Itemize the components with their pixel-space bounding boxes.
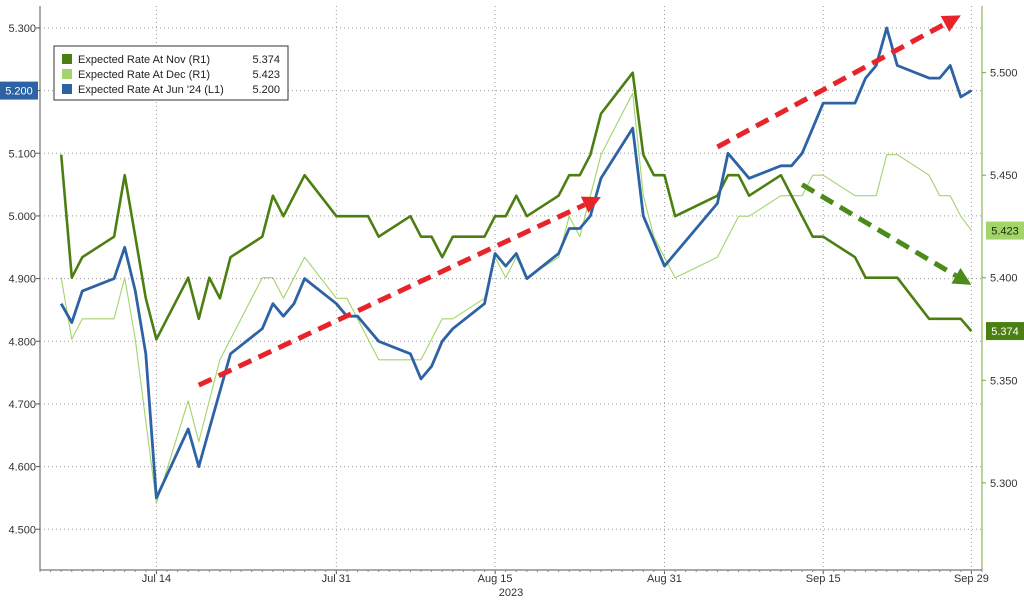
legend: Expected Rate At Nov (R1) 5.374 Expected R… bbox=[53, 45, 289, 101]
left-tick-label: 4.700 bbox=[8, 399, 36, 411]
trend-arrow-sep-down-shaft bbox=[800, 182, 958, 278]
left-tick-label: 5.300 bbox=[8, 23, 36, 35]
x-axis: Jul 14 Jul 31 Aug 15 Aug 31 Sep 15 Sep 29 2023 bbox=[39, 570, 989, 599]
left-tick-label: 4.900 bbox=[8, 274, 36, 286]
legend-label-2: Expected Rate At Jun '24 (L1) bbox=[78, 84, 224, 96]
left-tick-label: 5.100 bbox=[8, 148, 36, 160]
right-tick-label: 5.500 bbox=[990, 68, 1018, 80]
right-tick-label: 5.350 bbox=[990, 375, 1018, 387]
left-tick-label: 5.000 bbox=[8, 211, 36, 223]
badge-0 bbox=[986, 322, 1024, 341]
last-value-badges: 5.374 5.423 5.200 bbox=[0, 81, 1024, 341]
trend-arrow-jul-aug-shaft bbox=[197, 202, 586, 388]
x-tick-label: Jul 31 bbox=[322, 573, 351, 585]
badge-value-2: 5.200 bbox=[5, 86, 33, 98]
legend-label-0: Expected Rate At Nov (R1) bbox=[78, 54, 210, 66]
badge-1 bbox=[986, 221, 1024, 240]
legend-swatch-0 bbox=[62, 54, 72, 64]
trend-arrow-sep-up-head bbox=[940, 15, 961, 32]
series-line-0 bbox=[59, 71, 973, 341]
badge-2 bbox=[0, 81, 38, 100]
badge-value-1: 5.423 bbox=[991, 226, 1019, 238]
grid-lines bbox=[40, 6, 982, 570]
annotation-arrows bbox=[197, 15, 972, 388]
left-tick-label: 4.500 bbox=[8, 524, 36, 536]
series-layer bbox=[59, 26, 973, 504]
x-tick-label: Sep 15 bbox=[806, 573, 841, 585]
legend-label-1: Expected Rate At Dec (R1) bbox=[78, 69, 210, 81]
legend-box bbox=[53, 45, 289, 101]
x-axis-year-label: 2023 bbox=[499, 587, 523, 599]
right-axis: 5.300 5.350 5.400 5.450 5.500 bbox=[982, 68, 1018, 490]
right-tick-label: 5.300 bbox=[990, 478, 1018, 490]
x-tick-label: Sep 29 bbox=[954, 573, 989, 585]
trend-arrow-jul-aug-head bbox=[580, 196, 601, 213]
series-line-1 bbox=[60, 92, 972, 504]
trend-arrow-sep-down-head bbox=[951, 267, 972, 285]
left-tick-label: 4.800 bbox=[8, 336, 36, 348]
right-tick-label: 5.400 bbox=[990, 273, 1018, 285]
right-tick-label: 5.450 bbox=[990, 170, 1018, 182]
x-tick-label: Aug 31 bbox=[647, 573, 682, 585]
x-tick-label: Jul 14 bbox=[142, 573, 171, 585]
trend-arrow-sep-up-shaft bbox=[716, 21, 947, 150]
badge-value-0: 5.374 bbox=[991, 326, 1019, 338]
x-tick-label: Aug 15 bbox=[478, 573, 513, 585]
left-axis: 4.500 4.600 4.700 4.800 4.900 5.000 5.100 5.200… bbox=[8, 23, 40, 536]
legend-value-1: 5.423 bbox=[252, 69, 280, 81]
legend-swatch-2 bbox=[62, 84, 72, 94]
series-line-2 bbox=[59, 26, 973, 500]
left-tick-label: 4.600 bbox=[8, 462, 36, 474]
legend-value-2: 5.200 bbox=[252, 84, 280, 96]
legend-value-0: 5.374 bbox=[252, 54, 280, 66]
legend-swatch-1 bbox=[62, 69, 72, 79]
